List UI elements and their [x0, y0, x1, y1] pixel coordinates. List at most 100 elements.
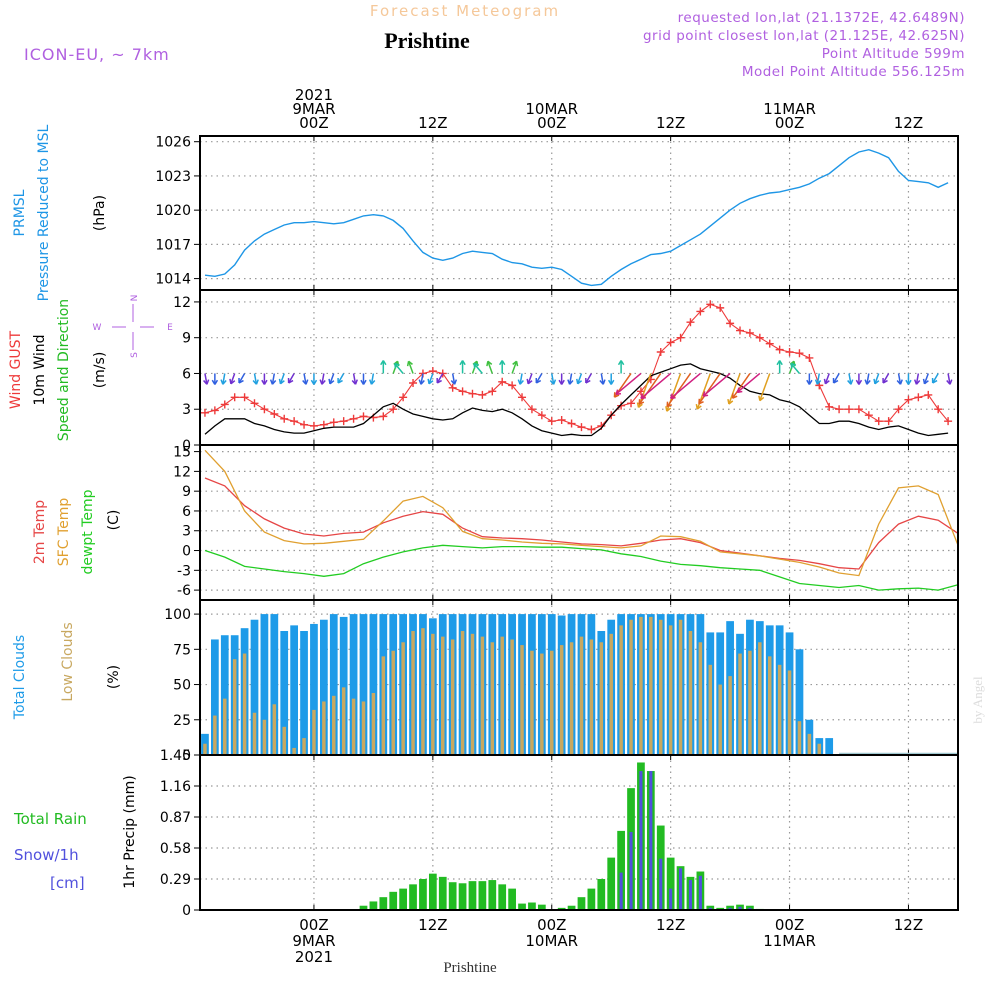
rain-bar — [518, 903, 526, 910]
y-tick-label: -6 — [177, 583, 191, 599]
gust-marker — [755, 333, 764, 342]
low-cloud-bar — [748, 650, 752, 755]
wind-arrow — [394, 363, 404, 374]
gust-marker — [785, 348, 794, 356]
low-cloud-bar — [559, 645, 564, 755]
low-cloud-bar — [797, 721, 802, 755]
wind-arrow — [874, 373, 880, 385]
dewpt-line — [204, 544, 959, 591]
wind-arrowhead — [896, 379, 903, 385]
wind-arrow — [337, 373, 345, 384]
gust-marker — [567, 419, 576, 428]
total-cloud-bar — [280, 631, 289, 755]
gust-marker — [339, 417, 348, 426]
pressure-panel: 1014 1017 1020 1023 1026 PRMSL Pressure Reduce… — [12, 124, 959, 301]
wind-arrowhead — [758, 395, 765, 402]
bottom-time-label: 10MAR — [525, 932, 578, 950]
wind-arrow — [638, 373, 662, 405]
y-tick-label: 1023 — [155, 169, 191, 185]
total-cloud-bar — [270, 614, 279, 755]
compass-south: S — [130, 352, 140, 358]
gust-marker — [319, 420, 328, 429]
gust-marker — [240, 393, 249, 402]
rain-bar — [498, 884, 507, 910]
rain-bar — [716, 907, 725, 910]
t2m-label: 2m Temp — [32, 500, 48, 564]
snow-bar — [629, 831, 633, 910]
y-tick-label: 6 — [182, 504, 191, 520]
total-cloud-bar — [825, 738, 834, 755]
y-tick-label: 0 — [182, 544, 191, 560]
low-cloud-bar — [678, 619, 683, 755]
watermark: by Angel — [970, 676, 985, 724]
low-cloud-bar — [639, 616, 643, 755]
top-time-label: 12Z — [894, 114, 923, 132]
gust-marker — [656, 348, 665, 356]
wind-arrowhead — [328, 378, 335, 385]
gust-marker — [210, 406, 219, 415]
wind-panel: 0 3 6 9 12 Wind GUST 10m Wind Speed and Directi… — [8, 289, 959, 454]
wind-arrow — [670, 372, 701, 399]
low-cloud-bar — [728, 676, 732, 755]
total-cloud-bar — [310, 623, 318, 755]
gust-marker — [448, 383, 457, 392]
total-cloud-bar — [319, 619, 328, 755]
precip-unit: 1hr Precip (mm) — [122, 775, 138, 888]
wind-arrowhead — [665, 406, 672, 412]
top-time-label: 00Z — [299, 114, 328, 132]
gust-marker — [904, 395, 913, 404]
wind-arrow — [279, 373, 285, 385]
y-tick-label: 0 — [182, 748, 191, 764]
low-cloud-bar — [599, 642, 604, 755]
gust-marker — [458, 387, 467, 396]
wind-arrowhead — [790, 362, 797, 369]
forecast-meteogram-title: Forecast Meteogram — [370, 2, 560, 20]
gust-marker — [488, 387, 497, 396]
gust-marker — [260, 405, 269, 414]
bottom-time-label: 00Z — [299, 916, 328, 934]
rain-bar — [458, 883, 467, 910]
top-time-label: 11MAR — [763, 100, 816, 118]
prmsl-line — [204, 148, 949, 287]
rain-bar — [597, 879, 606, 910]
y-tick-label: 0 — [182, 438, 191, 454]
rain-bar — [537, 904, 546, 910]
low-cloud-bar — [530, 650, 534, 755]
gust-marker — [468, 389, 477, 398]
bottom-time-label: 00Z — [775, 916, 804, 934]
gust-marker — [854, 405, 863, 414]
low-cloud-bar — [302, 738, 306, 755]
wind-arrow — [222, 373, 226, 385]
wind-arrowhead — [636, 402, 643, 408]
wind-arrow — [535, 373, 543, 384]
wind-arrowhead — [512, 360, 519, 367]
wind-arrow — [577, 373, 583, 385]
wind-arrow — [923, 373, 929, 385]
wind-arrowhead — [498, 360, 506, 366]
gust-marker — [270, 410, 279, 418]
low-cloud-bar — [441, 636, 445, 755]
wind-arrow — [370, 373, 375, 385]
low-cloud-bar — [767, 656, 772, 755]
wind-arrow — [420, 373, 424, 385]
low-cloud-bar — [807, 733, 812, 755]
total-cloud-bar — [250, 619, 259, 755]
wind-arrowhead — [351, 379, 358, 385]
y-tick-label: 1026 — [155, 135, 191, 151]
low-cloud-bar — [579, 636, 584, 755]
wind-arrowhead — [727, 398, 734, 405]
wind-arrowhead — [617, 360, 625, 366]
wind-arrowhead — [473, 362, 480, 369]
wind-arrow — [519, 373, 523, 385]
requested-coords: requested lon,lat (21.1372E, 42.6489N) — [678, 10, 965, 26]
gust-marker — [518, 393, 527, 402]
gust-marker — [894, 405, 903, 414]
top-time-label: 10MAR — [525, 100, 578, 118]
low-cloud-bar — [787, 670, 792, 755]
compass-west: W — [93, 323, 102, 333]
low-cloud-bar — [203, 743, 207, 755]
gust-marker — [676, 333, 685, 342]
y-tick-label: 1017 — [155, 237, 191, 253]
gust-marker — [508, 381, 517, 390]
snow-bar — [639, 771, 643, 910]
